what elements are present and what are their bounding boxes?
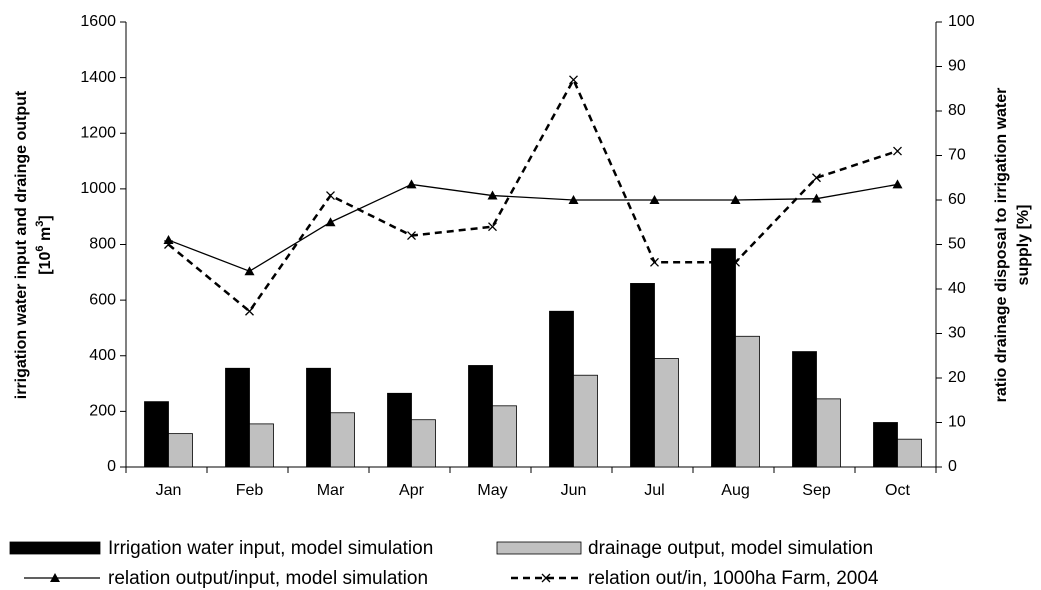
y2-tick-label: 90 xyxy=(948,58,966,75)
y-tick-label: 1400 xyxy=(80,69,116,86)
x-tick-label: Feb xyxy=(236,482,264,499)
marker xyxy=(163,235,174,245)
bar xyxy=(711,248,736,468)
y2-tick-label: 60 xyxy=(948,191,966,208)
marker xyxy=(811,193,822,203)
marker xyxy=(649,195,660,204)
marker xyxy=(406,179,417,189)
bar xyxy=(492,405,517,468)
bar xyxy=(549,310,574,468)
marker xyxy=(650,257,659,267)
legend-label: relation output/input, model simulation xyxy=(108,568,428,589)
marker xyxy=(568,195,579,204)
unit-part: [10 xyxy=(37,251,54,274)
bar xyxy=(816,398,841,468)
y-axis-unit: [106 m3] xyxy=(34,215,54,274)
y2-axis-label: ratio drainage disposal to irrigation wa… xyxy=(993,88,1010,403)
bar xyxy=(144,401,169,468)
y2-tick-label: 80 xyxy=(948,102,966,119)
marker xyxy=(893,146,902,156)
marker xyxy=(50,573,60,582)
y2-axis-label: supply [%] xyxy=(1015,205,1032,286)
legend-swatch xyxy=(9,541,101,555)
marker xyxy=(244,266,255,276)
marker xyxy=(541,573,551,583)
x-tick-label: Apr xyxy=(399,482,425,499)
x-tick-label: Oct xyxy=(885,482,910,499)
legend-label: relation out/in, 1000ha Farm, 2004 xyxy=(588,568,879,589)
y-axis-label: irrigation water input and drainge outpu… xyxy=(13,90,30,399)
marker xyxy=(325,217,336,227)
legend-label: drainage output, model simulation xyxy=(588,538,873,559)
bar xyxy=(654,358,679,468)
y2-tick-label: 70 xyxy=(948,147,966,164)
bar xyxy=(225,367,250,468)
line xyxy=(167,77,898,314)
bar xyxy=(792,351,817,468)
y-tick-label: 0 xyxy=(107,458,116,475)
marker xyxy=(245,306,254,316)
bar xyxy=(735,335,760,468)
unit-part: ] xyxy=(37,215,54,220)
marker xyxy=(164,240,173,249)
marker xyxy=(569,75,578,85)
x-tick-label: Sep xyxy=(802,482,831,499)
bar xyxy=(873,422,898,468)
y2-tick-label: 50 xyxy=(948,236,966,253)
unit-exp: 6 xyxy=(34,245,46,251)
x-tick-label: Aug xyxy=(721,482,749,499)
y-tick-label: 400 xyxy=(89,347,116,364)
y-tick-label: 1000 xyxy=(80,180,116,197)
y-tick-label: 600 xyxy=(89,291,116,308)
bar xyxy=(411,419,436,468)
y-tick-label: 200 xyxy=(89,403,116,420)
marker xyxy=(488,222,497,232)
marker xyxy=(407,231,416,241)
y-tick-label: 1200 xyxy=(80,124,116,141)
unit-exp: 3 xyxy=(34,221,46,227)
bar xyxy=(387,392,412,468)
y2-tick-label: 0 xyxy=(948,458,957,475)
y-tick-label: 1600 xyxy=(80,13,116,30)
bar xyxy=(330,412,355,468)
y2-tick-label: 20 xyxy=(948,369,966,386)
marker xyxy=(487,190,498,200)
bar xyxy=(573,374,598,468)
line xyxy=(168,183,898,272)
unit-part: m xyxy=(37,227,54,246)
y-tick-label: 800 xyxy=(89,236,116,253)
y2-tick-label: 30 xyxy=(948,325,966,342)
bar xyxy=(249,423,274,468)
marker xyxy=(892,179,903,189)
marker xyxy=(730,195,741,204)
y2-tick-label: 40 xyxy=(948,280,966,297)
legend-swatch xyxy=(496,541,582,555)
marker xyxy=(731,257,740,267)
x-tick-label: Jan xyxy=(156,482,182,499)
bar xyxy=(468,365,493,468)
x-tick-label: May xyxy=(477,482,507,499)
x-tick-label: Mar xyxy=(317,482,345,499)
marker xyxy=(326,191,335,201)
marker xyxy=(812,173,821,183)
bar xyxy=(168,433,193,468)
bar xyxy=(897,438,922,468)
x-tick-label: Jun xyxy=(561,482,587,499)
bar xyxy=(306,367,331,468)
bar xyxy=(630,283,655,468)
y2-tick-label: 100 xyxy=(948,13,975,30)
y2-tick-label: 10 xyxy=(948,414,966,431)
legend-label: Irrigation water input, model simulation xyxy=(108,538,433,559)
x-tick-label: Jul xyxy=(644,482,664,499)
